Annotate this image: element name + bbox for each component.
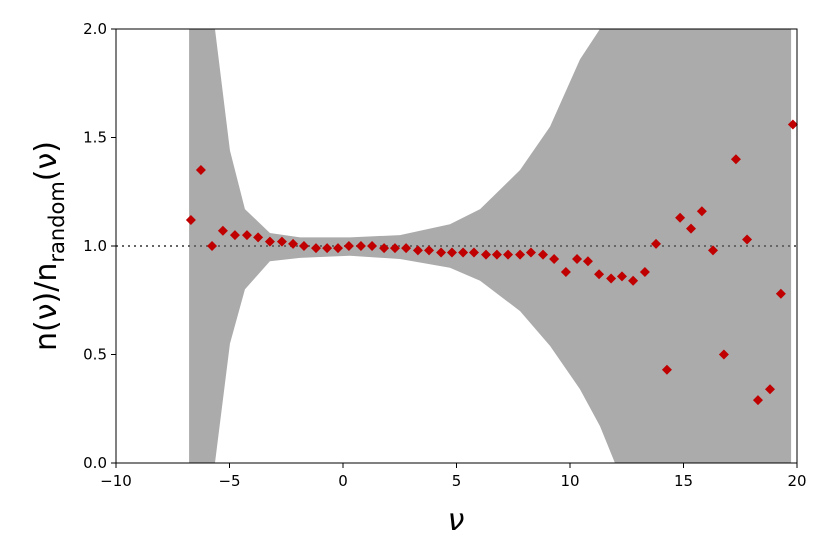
data-point — [217, 225, 228, 236]
y-label-part: (ν) — [29, 141, 64, 181]
x-axis-label: ν — [448, 503, 465, 538]
data-point — [606, 273, 617, 284]
data-point — [276, 236, 287, 247]
data-point — [628, 275, 639, 286]
data-point — [288, 238, 299, 249]
data-point — [412, 245, 423, 256]
data-point — [742, 234, 753, 245]
y-tick-label: 1.0 — [83, 237, 107, 255]
data-point — [787, 119, 798, 130]
data-point — [764, 384, 775, 395]
data-point — [322, 243, 333, 254]
y-label-sub: random — [45, 181, 69, 262]
x-tick-label: −10 — [100, 472, 132, 490]
data-point — [537, 249, 548, 260]
y-axis-label: n(ν)/nrandom(ν) — [29, 141, 69, 351]
data-point — [696, 206, 707, 217]
data-point — [651, 238, 662, 249]
data-point — [458, 247, 469, 258]
data-point — [207, 241, 218, 251]
data-point — [708, 245, 719, 256]
data-point — [491, 249, 502, 260]
data-point — [264, 236, 275, 247]
data-point — [503, 249, 514, 260]
data-point — [525, 247, 536, 258]
data-point — [195, 165, 206, 176]
x-tick-label: 0 — [338, 472, 348, 490]
data-point — [572, 254, 583, 265]
data-point — [775, 288, 786, 299]
x-tick-label: −5 — [218, 472, 240, 490]
data-point — [446, 247, 457, 258]
data-point — [730, 154, 741, 165]
y-label-part: n(ν)/n — [29, 263, 64, 351]
data-point — [616, 271, 627, 282]
data-point — [185, 214, 196, 225]
data-point — [675, 212, 686, 223]
data-point — [355, 241, 366, 251]
data-point — [661, 364, 672, 375]
y-tick-label: 0.0 — [83, 454, 107, 472]
data-point — [685, 223, 696, 234]
data-point — [241, 230, 252, 241]
data-point — [298, 241, 309, 251]
marks — [185, 119, 798, 406]
data-point — [594, 269, 605, 280]
data-point — [379, 243, 390, 254]
data-point — [367, 241, 378, 251]
data-point — [582, 256, 593, 267]
data-point — [424, 245, 435, 256]
data-point — [515, 249, 526, 260]
data-point — [639, 267, 650, 278]
y-tick-label: 0.5 — [83, 346, 107, 364]
data-point — [333, 243, 344, 254]
x-tick-label: 10 — [560, 472, 579, 490]
x-tick-label: 5 — [452, 472, 462, 490]
data-point — [310, 243, 321, 254]
y-tick-label: 1.5 — [83, 129, 107, 147]
confidence-band — [189, 29, 792, 463]
data-point — [481, 249, 492, 260]
data-point — [718, 349, 729, 360]
data-point — [436, 247, 447, 258]
data-point — [343, 241, 354, 251]
data-point — [560, 267, 571, 278]
data-point — [752, 395, 763, 406]
x-tick-label: 15 — [674, 472, 693, 490]
y-tick-label: 2.0 — [83, 20, 107, 38]
data-point — [468, 247, 479, 258]
data-point — [401, 243, 412, 254]
data-point — [389, 243, 400, 254]
data-point — [229, 230, 240, 241]
data-point — [253, 232, 264, 243]
data-point — [549, 254, 560, 265]
x-tick-label: 20 — [787, 472, 806, 490]
plot-area — [116, 29, 797, 463]
